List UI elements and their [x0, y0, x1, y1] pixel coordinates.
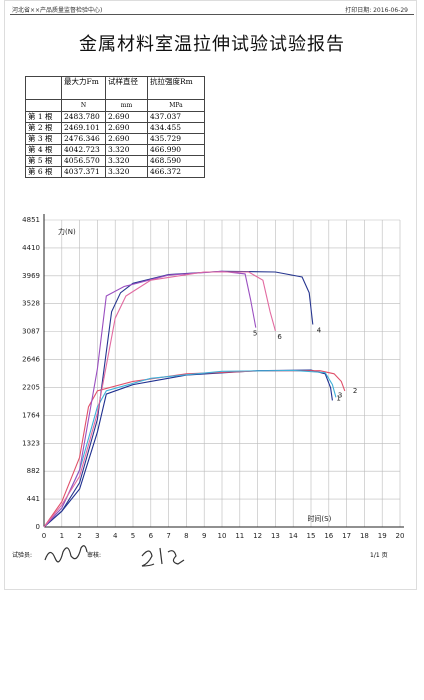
- force-curve: [43, 369, 333, 528]
- data-row: 第 6 根 4037.371 3.320 466.372: [25, 166, 205, 178]
- curve-label: 5: [253, 330, 257, 338]
- y-tick-label: 3528: [22, 300, 40, 308]
- x-tick-label: 1: [60, 532, 64, 540]
- y-tick-label: 882: [27, 467, 40, 475]
- x-tick-label: 20: [396, 532, 405, 540]
- tester-signature: [44, 545, 88, 563]
- x-tick-label: 5: [131, 532, 135, 540]
- y-tick-label: 1764: [22, 411, 40, 419]
- x-tick-label: 2: [77, 532, 81, 540]
- header-row: 最大力Fm 试样直径 抗拉强度Rm: [25, 76, 205, 100]
- header-rule: [10, 14, 414, 15]
- x-tick-label: 8: [184, 532, 188, 540]
- y-tick-label: 2205: [22, 383, 40, 391]
- x-tick-label: 16: [324, 532, 333, 540]
- corner-cell: [25, 76, 62, 100]
- curve-label: 4: [317, 326, 322, 334]
- y-tick-label: 441: [27, 495, 40, 503]
- x-tick-label: 19: [378, 532, 387, 540]
- table-cell: 第 6 根: [25, 166, 62, 178]
- page-number: 1/1 页: [370, 552, 388, 559]
- force-curve: [43, 271, 276, 528]
- x-tick-label: 12: [253, 532, 262, 540]
- data-row: 第 5 根 4056.570 3.320 468.590: [25, 155, 205, 167]
- x-tick-label: 14: [289, 532, 298, 540]
- tester-label: 试验员:: [12, 552, 33, 559]
- curve-label: 6: [277, 333, 282, 341]
- data-row: 第 4 根 4042.723 3.320 466.990: [25, 144, 205, 156]
- table-cell: 466.372: [147, 166, 205, 178]
- x-tick-label: 18: [360, 532, 369, 540]
- data-row: 第 2 根 2469.101 2.690 434.455: [25, 122, 205, 134]
- y-tick-label: 3087: [22, 328, 40, 336]
- reviewer-label: 审核:: [87, 552, 102, 559]
- y-tick-label: 4410: [22, 244, 40, 252]
- x-tick-label: 11: [235, 532, 244, 540]
- y-tick-label: 1323: [22, 439, 40, 447]
- data-row: 第 1 根 2483.780 2.690 437.037: [25, 111, 205, 123]
- x-tick-label: 10: [218, 532, 227, 540]
- x-axis-label: 时间(S): [307, 514, 331, 523]
- y-tick-label: 2646: [22, 356, 40, 364]
- x-tick-label: 7: [166, 532, 170, 540]
- title: 金属材料室温拉伸试验试验报告: [79, 34, 345, 55]
- y-tick-label: 3969: [22, 272, 40, 280]
- column-header: 最大力Fm: [61, 76, 106, 100]
- x-tick-label: 15: [307, 532, 316, 540]
- curve-label: 3: [338, 391, 342, 399]
- x-tick-label: 4: [113, 532, 118, 540]
- force-curve: [43, 270, 257, 528]
- reviewer-signature: [141, 547, 185, 567]
- curve-label: 1: [336, 394, 340, 402]
- y-tick-label: 4851: [22, 216, 40, 224]
- x-tick-label: 3: [95, 532, 99, 540]
- x-tick-label: 17: [342, 532, 351, 540]
- print-date: 打印日期: 2016-06-29: [345, 7, 408, 14]
- y-tick-label: 0: [36, 523, 40, 531]
- data-row: 第 3 根 2476.346 2.690 435.729: [25, 133, 205, 145]
- curve-label: 2: [353, 387, 357, 395]
- x-tick-label: 9: [202, 532, 206, 540]
- y-axis-label: 力(N): [58, 227, 76, 236]
- org: 河北省××产品质量监督检验中心): [12, 7, 103, 14]
- x-tick-label: 6: [149, 532, 154, 540]
- x-tick-label: 13: [271, 532, 280, 540]
- x-tick-label: 0: [42, 532, 46, 540]
- force-curve: [43, 270, 314, 528]
